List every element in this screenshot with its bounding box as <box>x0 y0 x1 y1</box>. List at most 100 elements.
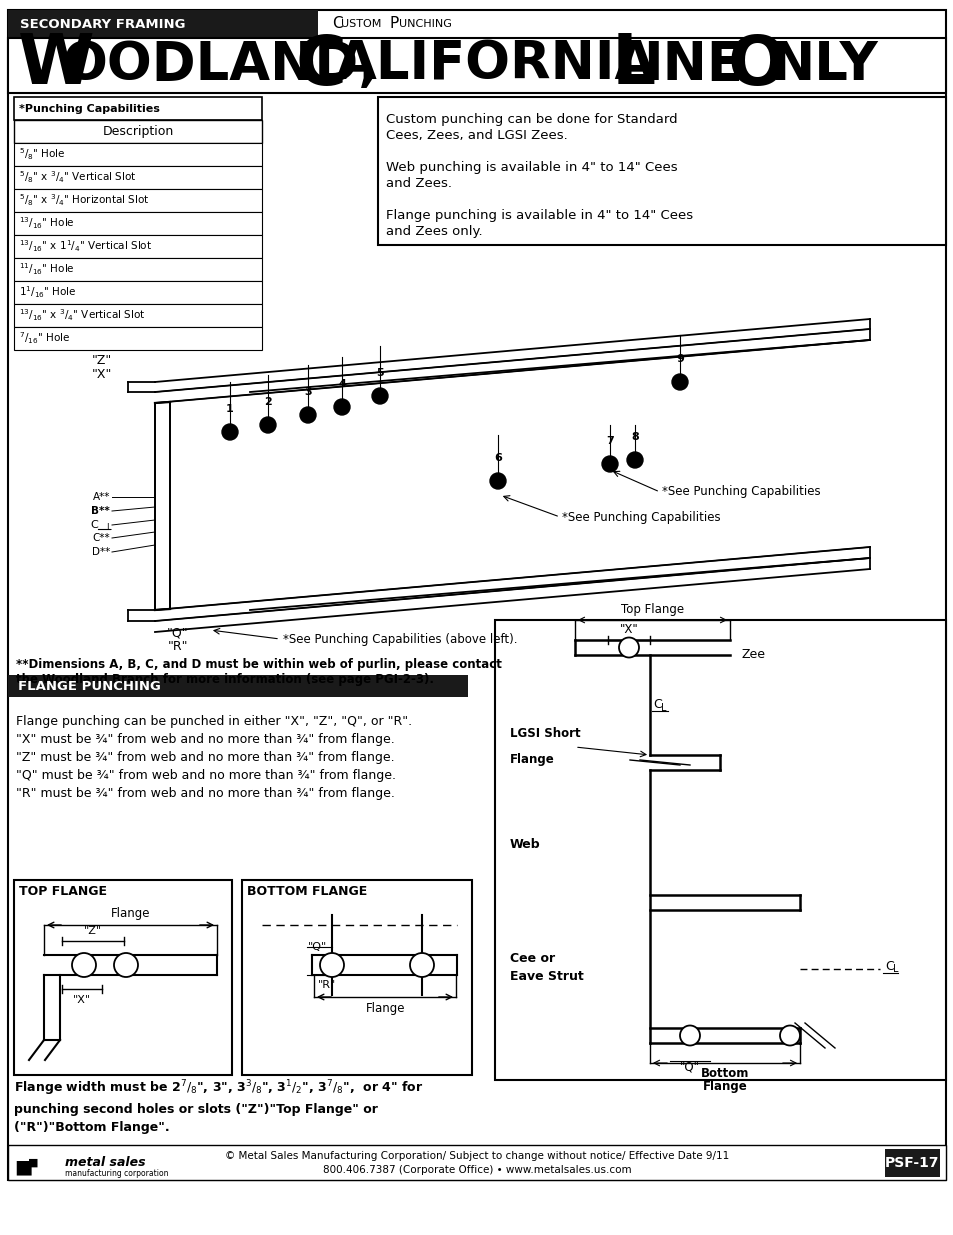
Bar <box>14 304 262 327</box>
Text: Top Flange: Top Flange <box>620 603 683 616</box>
Text: $^{11}/_{16}$" Hole: $^{11}/_{16}$" Hole <box>19 262 74 278</box>
Text: "Q": "Q" <box>167 626 189 640</box>
Circle shape <box>601 456 618 472</box>
Text: 5: 5 <box>375 368 383 378</box>
Text: 800.406.7387 (Corporate Office) • www.metalsales.us.com: 800.406.7387 (Corporate Office) • www.me… <box>322 1165 631 1174</box>
Text: "X" must be ¾" from web and no more than ¾" from flange.: "X" must be ¾" from web and no more than… <box>16 734 395 746</box>
Text: Flange: Flange <box>702 1079 746 1093</box>
Text: $^{13}/_{16}$" x $^3/_4$" Vertical Slot: $^{13}/_{16}$" x $^3/_4$" Vertical Slot <box>19 308 146 324</box>
Text: UNCHING: UNCHING <box>398 19 452 28</box>
Text: C: C <box>332 16 342 32</box>
Text: "R" must be ¾" from web and no more than ¾" from flange.: "R" must be ¾" from web and no more than… <box>16 787 395 800</box>
Circle shape <box>618 637 639 657</box>
Text: "Q": "Q" <box>308 942 327 952</box>
Text: metal sales: metal sales <box>65 1156 146 1170</box>
Bar <box>14 98 262 120</box>
Text: 6: 6 <box>494 453 501 463</box>
Text: manufacturing corporation: manufacturing corporation <box>65 1170 169 1178</box>
Text: 7: 7 <box>605 436 613 446</box>
Text: USTOM: USTOM <box>340 19 381 28</box>
Text: "Z": "Z" <box>91 353 112 367</box>
Text: B**: B** <box>91 506 110 516</box>
Text: INE: INE <box>642 40 742 91</box>
Circle shape <box>372 388 388 404</box>
Bar <box>14 235 262 258</box>
Circle shape <box>410 953 434 977</box>
Text: FLANGE PUNCHING: FLANGE PUNCHING <box>18 679 161 693</box>
Text: Flange width must be 2$^7/_8$", 3", 3$^3/_8$", 3$^1/_2$", 3$^7/_8$",  or 4" for
: Flange width must be 2$^7/_8$", 3", 3$^3… <box>14 1078 423 1134</box>
Bar <box>8 676 468 697</box>
Text: TOP FLANGE: TOP FLANGE <box>19 885 107 898</box>
Text: 1: 1 <box>226 404 233 414</box>
Circle shape <box>671 374 687 390</box>
Circle shape <box>222 424 237 440</box>
Bar <box>8 38 945 93</box>
Bar <box>14 282 262 304</box>
Text: BOTTOM FLANGE: BOTTOM FLANGE <box>247 885 367 898</box>
Bar <box>8 1145 945 1179</box>
Text: Eave Strut: Eave Strut <box>510 971 583 983</box>
Text: Cee or: Cee or <box>510 952 555 966</box>
Circle shape <box>679 1025 700 1046</box>
Text: C: C <box>91 520 98 530</box>
Text: Flange punching is available in 4" to 14" Cees: Flange punching is available in 4" to 14… <box>386 209 693 222</box>
Text: ■: ■ <box>14 1157 32 1177</box>
Bar <box>14 258 262 282</box>
Text: "Z" must be ¾" from web and no more than ¾" from flange.: "Z" must be ¾" from web and no more than… <box>16 751 395 764</box>
Text: ■: ■ <box>28 1158 38 1168</box>
Text: 2: 2 <box>264 396 272 408</box>
Text: "X": "X" <box>72 995 91 1005</box>
Text: Custom punching can be done for Standard: Custom punching can be done for Standard <box>386 112 677 126</box>
Text: $^7/_{16}$" Hole: $^7/_{16}$" Hole <box>19 331 71 346</box>
Text: 9: 9 <box>676 354 683 364</box>
Text: "Q": "Q" <box>679 1061 700 1074</box>
Circle shape <box>626 452 642 468</box>
Text: Bottom: Bottom <box>700 1067 748 1079</box>
Text: *Punching Capabilities: *Punching Capabilities <box>19 104 160 114</box>
Text: P: P <box>390 16 399 32</box>
Text: Flange: Flange <box>365 1002 405 1015</box>
Circle shape <box>780 1025 800 1046</box>
Text: $^5/_8$" x $^3/_4$" Vertical Slot: $^5/_8$" x $^3/_4$" Vertical Slot <box>19 169 136 185</box>
Text: *See Punching Capabilities: *See Punching Capabilities <box>561 510 720 524</box>
Text: "Q" must be ¾" from web and no more than ¾" from flange.: "Q" must be ¾" from web and no more than… <box>16 769 395 782</box>
Text: the Woodland Branch for more information (see page PGI-2-3).: the Woodland Branch for more information… <box>16 673 434 685</box>
Text: $^{13}/_{16}$" Hole: $^{13}/_{16}$" Hole <box>19 216 74 231</box>
Text: Flange: Flange <box>111 906 150 920</box>
Bar <box>14 212 262 235</box>
Text: SECONDARY FRAMING: SECONDARY FRAMING <box>20 17 185 31</box>
Bar <box>242 881 472 1074</box>
Text: W: W <box>18 32 94 99</box>
Text: L: L <box>660 703 666 713</box>
Text: © Metal Sales Manufacturing Corporation/ Subject to change without notice/ Effec: © Metal Sales Manufacturing Corporation/… <box>225 1151 728 1161</box>
Text: "X": "X" <box>619 622 638 636</box>
Bar <box>14 143 262 165</box>
Text: LGSI Short: LGSI Short <box>510 727 580 740</box>
Circle shape <box>299 408 315 424</box>
Bar <box>495 620 945 1079</box>
Text: L: L <box>612 32 656 99</box>
Text: 1$^1/_{16}$" Hole: 1$^1/_{16}$" Hole <box>19 285 76 300</box>
Text: Zee: Zee <box>741 648 765 662</box>
Text: Description: Description <box>102 125 173 138</box>
Text: "Z": "Z" <box>84 926 102 936</box>
Text: 3: 3 <box>304 387 312 396</box>
Bar <box>14 165 262 189</box>
Text: and Zees only.: and Zees only. <box>386 225 482 238</box>
Text: L: L <box>106 522 111 531</box>
Text: Web punching is available in 4" to 14" Cees: Web punching is available in 4" to 14" C… <box>386 161 677 174</box>
Text: "R": "R" <box>317 981 335 990</box>
Text: "R": "R" <box>168 641 188 653</box>
Text: Cees, Zees, and LGSI Zees.: Cees, Zees, and LGSI Zees. <box>386 128 567 142</box>
Bar <box>14 327 262 350</box>
Bar <box>8 10 317 38</box>
Bar <box>14 189 262 212</box>
Text: C: C <box>652 699 661 711</box>
Text: $^{13}/_{16}$" x 1$^1/_4$" Vertical Slot: $^{13}/_{16}$" x 1$^1/_4$" Vertical Slot <box>19 238 152 254</box>
Text: 8: 8 <box>631 432 639 442</box>
Text: $^5/_8$" x $^3/_4$" Horizontal Slot: $^5/_8$" x $^3/_4$" Horizontal Slot <box>19 193 150 209</box>
Bar <box>377 98 945 245</box>
Text: *See Punching Capabilities: *See Punching Capabilities <box>661 485 820 499</box>
Text: C**: C** <box>92 534 110 543</box>
Text: Flange punching can be punched in either "X", "Z", "Q", or "R".: Flange punching can be punched in either… <box>16 715 412 727</box>
